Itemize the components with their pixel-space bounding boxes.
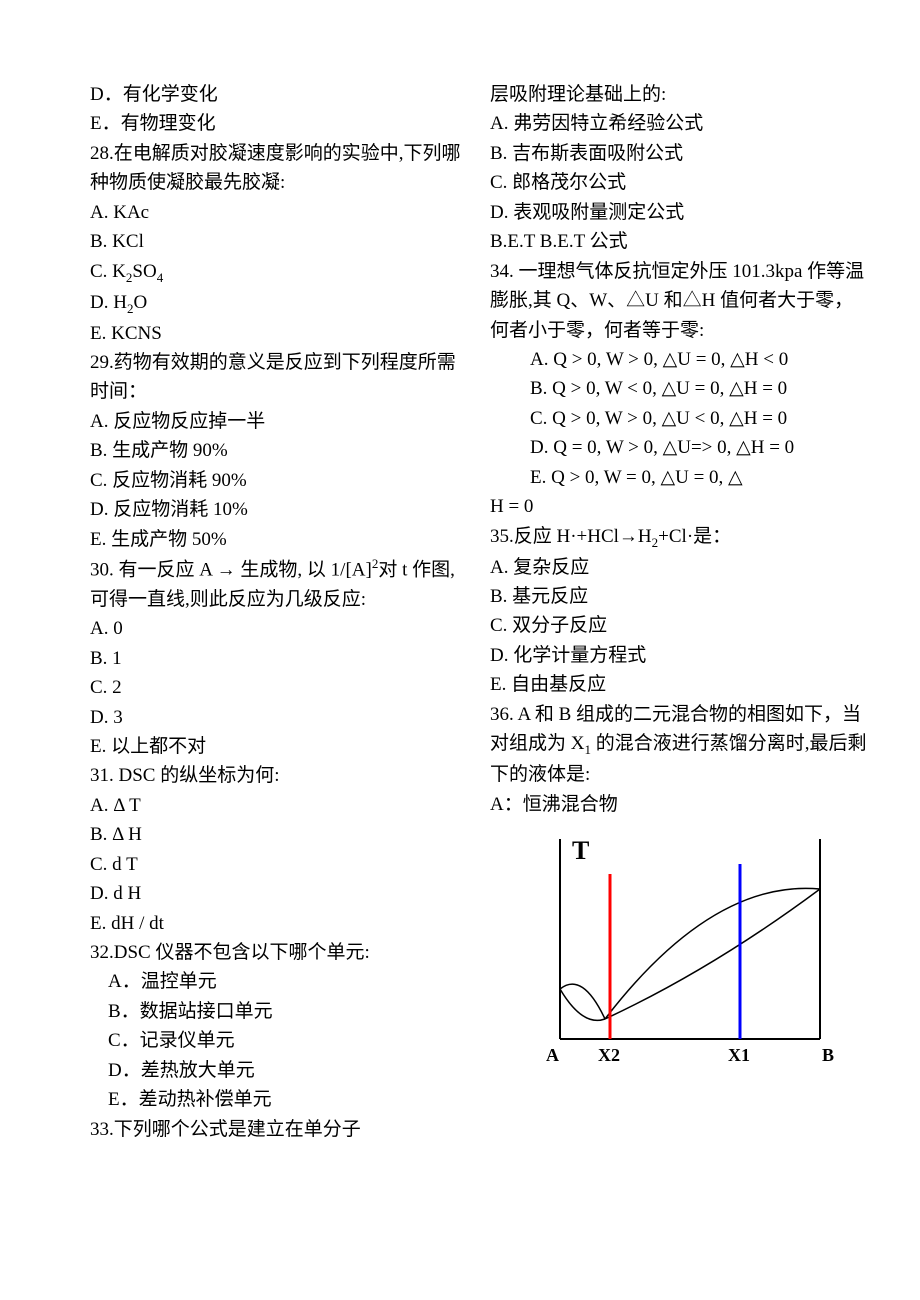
q31-stem: 31. DSC 的纵坐标为何: (90, 761, 470, 790)
q33-stem-part1: 33.下列哪个公式是建立在单分子 (90, 1115, 470, 1144)
q32-opt-a: A．温控单元 (90, 967, 470, 996)
q27-opt-e: E．有物理变化 (90, 109, 470, 138)
q30-opt-b: B. 1 (90, 644, 470, 673)
q32-opt-d: D．差热放大单元 (90, 1056, 470, 1085)
q28-opt-c: C. K2SO4 (90, 257, 470, 288)
svg-text:X2: X2 (598, 1045, 620, 1065)
q34-stem: 34. 一理想气体反抗恒定外压 101.3kpa 作等温膨胀,其 Q、W、△U … (490, 257, 870, 345)
q27-opt-d: D．有化学变化 (90, 80, 470, 109)
phase-diagram-svg: T A X2 X1 B (510, 829, 850, 1079)
q28-opt-b: B. KCl (90, 227, 470, 256)
q34-opt-a: A. Q > 0, W > 0, △U = 0, △H < 0 (490, 345, 870, 374)
q30-opt-d: D. 3 (90, 703, 470, 732)
q32-stem: 32.DSC 仪器不包含以下哪个单元: (90, 938, 470, 967)
q30-opt-c: C. 2 (90, 673, 470, 702)
q35-opt-d: D. 化学计量方程式 (490, 641, 870, 670)
q31-opt-c: C. d T (90, 850, 470, 879)
q29-opt-e: E. 生成产物 50% (90, 525, 470, 554)
q28-opt-e: E. KCNS (90, 319, 470, 348)
q35-opt-a: A. 复杂反应 (490, 553, 870, 582)
q34-opt-d: D. Q = 0, W > 0, △U=> 0, △H = 0 (490, 433, 870, 462)
right-column: 层吸附理论基础上的: A. 弗劳因特立希经验公式 B. 吉布斯表面吸附公式 C.… (490, 80, 870, 1144)
q29-opt-d: D. 反应物消耗 10% (90, 495, 470, 524)
q33-stem-part2: 层吸附理论基础上的: (490, 80, 870, 109)
q35-opt-c: C. 双分子反应 (490, 611, 870, 640)
q29-opt-a: A. 反应物反应掉一半 (90, 407, 470, 436)
q33-opt-d: D. 表观吸附量测定公式 (490, 198, 870, 227)
q28-opt-d: D. H2O (90, 288, 470, 319)
svg-text:B: B (822, 1045, 834, 1065)
svg-text:A: A (546, 1045, 559, 1065)
q34-opt-b: B. Q > 0, W < 0, △U = 0, △H = 0 (490, 374, 870, 403)
q31-opt-d: D. d H (90, 879, 470, 908)
q28-opt-a: A. KAc (90, 198, 470, 227)
svg-text:T: T (572, 836, 589, 865)
q34-opt-c: C. Q > 0, W > 0, △U < 0, △H = 0 (490, 404, 870, 433)
q28-stem: 28.在电解质对胶凝速度影响的实验中,下列哪种物质使凝胶最先胶凝: (90, 139, 470, 198)
q34-opt-e-l1: E. Q > 0, W = 0, △U = 0, △ (490, 463, 870, 492)
q34-opt-e-l2: H = 0 (490, 492, 870, 521)
q33-opt-c: C. 郎格茂尔公式 (490, 168, 870, 197)
q32-opt-e: E．差动热补偿单元 (90, 1085, 470, 1114)
q35-opt-b: B. 基元反应 (490, 582, 870, 611)
q35-opt-e: E. 自由基反应 (490, 670, 870, 699)
q32-opt-b: B．数据站接口单元 (90, 997, 470, 1026)
left-column: D．有化学变化 E．有物理变化 28.在电解质对胶凝速度影响的实验中,下列哪种物… (90, 80, 470, 1144)
q36-stem: 36. A 和 B 组成的二元混合物的相图如下，当对组成为 X1 的混合液进行蒸… (490, 700, 870, 790)
svg-text:X1: X1 (728, 1045, 750, 1065)
q32-opt-c: C．记录仪单元 (90, 1026, 470, 1055)
q33-opt-e: B.E.T B.E.T 公式 (490, 227, 870, 256)
q33-opt-b: B. 吉布斯表面吸附公式 (490, 139, 870, 168)
q29-stem: 29.药物有效期的意义是反应到下列程度所需时间： (90, 348, 470, 407)
q30-opt-a: A. 0 (90, 614, 470, 643)
q36-opt-a: A：恒沸混合物 (490, 790, 870, 819)
q30-stem: 30. 有一反应 A → 生成物, 以 1/[A]2对 t 作图,可得一直线,则… (90, 554, 470, 614)
q29-opt-b: B. 生成产物 90% (90, 436, 470, 465)
q29-opt-c: C. 反应物消耗 90% (90, 466, 470, 495)
phase-diagram: T A X2 X1 B (510, 829, 870, 1088)
q31-opt-a: A. Δ T (90, 791, 470, 820)
q31-opt-e: E. dH / dt (90, 909, 470, 938)
q33-opt-a: A. 弗劳因特立希经验公式 (490, 109, 870, 138)
q35-stem: 35.反应 H·+HCl→H2+Cl·是： (490, 522, 870, 553)
q30-opt-e: E. 以上都不对 (90, 732, 470, 761)
q31-opt-b: B. Δ H (90, 820, 470, 849)
